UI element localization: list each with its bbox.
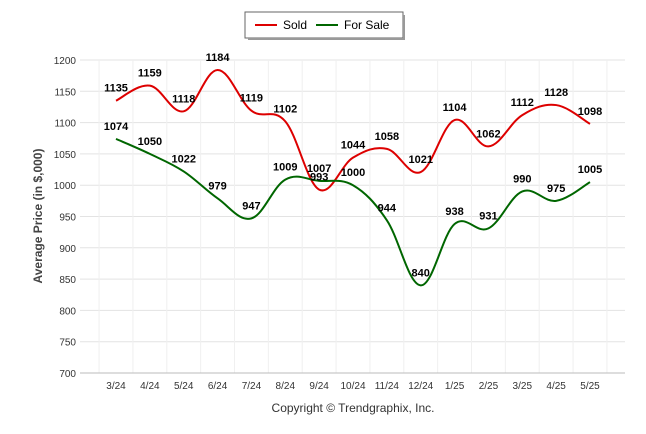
data-label-for-sale-9-24: 1007 <box>307 163 331 175</box>
data-label-sold-3-25: 1112 <box>511 97 534 109</box>
x-tick-label-9-24: 9/24 <box>309 381 329 392</box>
y-tick-label-700: 700 <box>59 369 76 380</box>
series-line-for-sale <box>115 137 591 287</box>
data-label-sold-7-24: 1119 <box>240 93 263 105</box>
legend-label-sold: Sold <box>283 18 307 32</box>
data-label-for-sale-4-25: 975 <box>547 183 565 195</box>
data-label-for-sale-3-24: 1074 <box>104 121 129 133</box>
y-tick-label-1150: 1150 <box>54 87 76 98</box>
data-label-sold-1-25: 1104 <box>443 102 468 114</box>
x-tick-label-10-24: 10/24 <box>340 381 365 392</box>
data-label-for-sale-11-24: 944 <box>378 202 397 214</box>
x-tick-label-8-24: 8/24 <box>276 381 296 392</box>
data-label-sold-12-24: 1021 <box>408 154 432 166</box>
data-label-for-sale-4-24: 1050 <box>138 136 162 148</box>
data-label-for-sale-8-24: 1009 <box>273 162 297 174</box>
data-label-sold-6-24: 1184 <box>206 52 231 64</box>
data-label-for-sale-5-25: 1005 <box>578 164 602 176</box>
x-tick-label-4-24: 4/24 <box>140 381 160 392</box>
y-tick-label-850: 850 <box>59 275 76 286</box>
series-group <box>115 69 591 287</box>
x-tick-label-5-24: 5/24 <box>174 381 194 392</box>
y-tick-label-750: 750 <box>59 338 76 349</box>
x-tick-label-5-25: 5/25 <box>580 381 600 392</box>
y-tick-label-1100: 1100 <box>54 119 76 130</box>
data-label-for-sale-1-25: 938 <box>445 206 463 218</box>
y-tick-label-1000: 1000 <box>54 181 77 192</box>
data-label-for-sale-6-24: 979 <box>208 180 226 192</box>
copyright-text: Copyright © Trendgraphix, Inc. <box>272 401 435 415</box>
y-axis: 700 750 800 850 900 950 1000 1050 1100 1150 1200 <box>54 56 77 380</box>
data-label-sold-2-25: 1062 <box>476 128 500 140</box>
legend: Sold For Sale <box>244 11 405 40</box>
gridlines <box>80 59 625 374</box>
legend-shadow <box>403 15 405 40</box>
x-tick-label-6-24: 6/24 <box>208 381 228 392</box>
data-label-sold-11-24: 1058 <box>375 131 399 143</box>
x-axis: 3/24 4/24 5/24 6/24 7/24 8/24 9/24 10/24 11/24 12… <box>80 372 625 392</box>
data-label-sold-9-24: 993 <box>310 172 328 184</box>
y-tick-label-900: 900 <box>59 244 76 255</box>
data-label-sold-5-25: 1098 <box>578 106 602 118</box>
data-label-sold-3-24: 1135 <box>104 83 128 95</box>
data-label-for-sale-7-24: 947 <box>242 200 260 212</box>
data-label-for-sale-5-24: 1022 <box>171 153 195 165</box>
data-labels: 1135 1159 1118 1184 1119 1102 993 1044 1058 1021 1… <box>104 52 602 279</box>
data-label-for-sale-2-25: 931 <box>479 210 497 222</box>
data-label-sold-4-25: 1128 <box>544 87 568 99</box>
x-tick-label-12-24: 12/24 <box>408 381 433 392</box>
x-tick-label-4-25: 4/25 <box>546 381 566 392</box>
data-label-sold-8-24: 1102 <box>273 103 297 115</box>
x-tick-label-3-24: 3/24 <box>106 381 126 392</box>
y-tick-label-1050: 1050 <box>54 150 77 161</box>
data-label-for-sale-12-24: 840 <box>412 267 430 279</box>
x-tick-label-2-25: 2/25 <box>479 381 499 392</box>
data-label-for-sale-3-25: 990 <box>513 173 531 185</box>
data-label-sold-4-24: 1159 <box>138 68 162 80</box>
y-tick-label-950: 950 <box>59 213 76 224</box>
data-label-for-sale-10-24: 1000 <box>341 167 365 179</box>
x-tick-label-11-24: 11/24 <box>375 381 400 392</box>
data-label-sold-10-24: 1044 <box>341 140 366 152</box>
y-axis-title: Average Price (in $,000) <box>31 149 45 284</box>
x-tick-label-7-24: 7/24 <box>242 381 262 392</box>
legend-label-for-sale: For Sale <box>344 18 390 32</box>
y-tick-label-1200: 1200 <box>54 56 77 67</box>
legend-shadow-bottom <box>248 38 405 40</box>
y-tick-label-800: 800 <box>59 306 76 317</box>
x-tick-label-1-25: 1/25 <box>445 381 465 392</box>
x-tick-label-3-25: 3/25 <box>513 381 533 392</box>
data-label-sold-5-24: 1118 <box>172 93 195 105</box>
